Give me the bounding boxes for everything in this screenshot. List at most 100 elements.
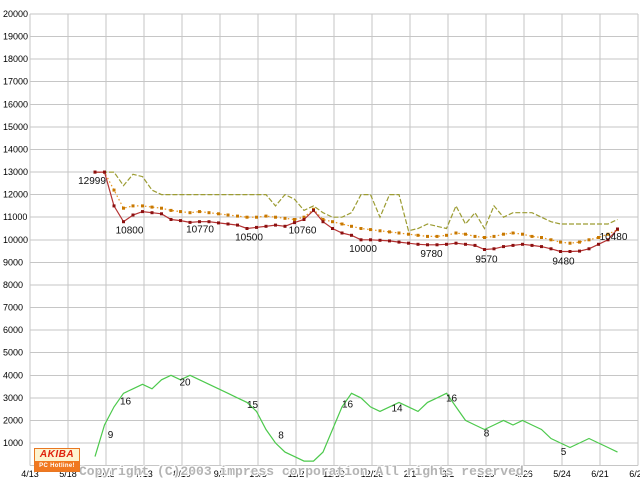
avg_price-marker [274, 215, 277, 219]
point-label: 9780 [420, 249, 443, 260]
min_price-marker [150, 211, 154, 215]
avg_price-marker [483, 236, 486, 239]
min_price-line [95, 171, 618, 253]
point-label: 9 [108, 430, 114, 441]
avg_price-marker [426, 234, 429, 238]
point-label: 8 [484, 429, 490, 440]
avg_price-marker [530, 234, 534, 238]
min_price-marker [122, 220, 125, 224]
min_price-marker [597, 242, 600, 246]
min_price-marker [397, 240, 401, 244]
x-axis-tick-label: 11/2 [288, 469, 305, 479]
shop_count-line [94, 374, 618, 462]
min_price-marker [454, 241, 458, 245]
pc-hotline-logo-text: PC Hotline! [35, 461, 79, 471]
min_price-marker [407, 241, 410, 245]
y-axis-tick-label: 19000 [3, 32, 28, 42]
point-label: 10800 [116, 226, 144, 237]
min_price-marker [255, 225, 258, 229]
point-label: 10760 [289, 226, 317, 237]
avg_price-marker [122, 206, 125, 210]
avg_price-line [95, 171, 618, 244]
avg_price-marker [492, 234, 496, 238]
point-label: 15 [247, 400, 259, 411]
point-label: 5 [561, 447, 567, 458]
point-label: 10500 [235, 233, 263, 244]
copyright-line1: Copyright (C)2003 impress corporation Al… [79, 464, 532, 479]
min_price-marker [378, 238, 382, 242]
min_price-marker [264, 224, 268, 228]
y-axis-tick-label: 18000 [3, 54, 28, 64]
min_price-marker [198, 220, 201, 224]
x-axis-tick-label: 5/18 [59, 469, 77, 479]
avg_price-marker [150, 205, 154, 209]
avg_price-marker [226, 213, 230, 217]
avg_price-marker [131, 204, 135, 208]
point-label: 9480 [552, 257, 575, 268]
avg_price-marker [378, 229, 382, 233]
point-label: 14 [391, 403, 403, 414]
y-axis-tick-label: 17000 [3, 77, 28, 87]
min_price-marker [93, 170, 97, 174]
avg_price-marker [236, 214, 239, 218]
point-label: 8 [278, 431, 284, 442]
min_price-marker [274, 223, 277, 227]
avg_price-marker [473, 234, 477, 238]
min_price-marker [226, 222, 230, 226]
avg_price-marker [283, 216, 287, 220]
min_price-marker [492, 247, 496, 251]
avg_price-marker [245, 215, 249, 219]
min_price-marker [236, 223, 239, 227]
min_price-marker [169, 218, 173, 221]
avg_price-marker [568, 241, 572, 245]
avg_price-marker [217, 212, 220, 216]
avg_price-marker [255, 215, 258, 219]
min_price-marker [331, 227, 334, 230]
x-axis-tick-label: 11/30 [323, 469, 345, 479]
min_price-marker [549, 247, 553, 251]
akiba-logo-text: AKIBA [35, 449, 79, 461]
min_price-marker [502, 245, 505, 249]
avg_price-marker [597, 236, 600, 239]
point-label: 16 [342, 399, 354, 410]
min_price-marker [540, 245, 543, 249]
min_price-marker [511, 243, 515, 247]
min_price-marker [283, 224, 287, 228]
x-axis-tick-label: 3/29 [477, 469, 495, 479]
avg_price-marker [350, 224, 353, 228]
avg_price-marker [502, 232, 505, 236]
min_price-marker [587, 247, 591, 251]
point-label: 12999 [78, 176, 106, 187]
x-axis-tick-label: 6/21 [591, 469, 609, 479]
min_price-marker [321, 220, 325, 224]
x-axis-tick-label: 6/28 [629, 469, 640, 479]
min_price-marker [559, 250, 562, 253]
avg_price-marker [435, 234, 439, 238]
avg_price-marker [511, 231, 515, 235]
min_price-marker [217, 221, 220, 225]
avg_price-marker [331, 220, 334, 224]
point-label: 10480 [600, 232, 628, 243]
avg_price-marker [407, 232, 410, 236]
y-axis-tick-label: 2000 [3, 415, 23, 425]
min_price-marker [293, 221, 296, 225]
avg_price-marker [587, 238, 591, 242]
x-axis-tick-label: 4/13 [21, 469, 39, 479]
y-axis-tick-label: 15000 [3, 122, 28, 132]
min_price-marker [188, 220, 192, 224]
min_price-marker [112, 204, 116, 208]
min_price-marker [435, 243, 439, 247]
point-label: 10000 [349, 244, 377, 255]
avg_price-marker [559, 240, 562, 244]
avg_price-marker [397, 231, 401, 235]
avg_price-marker [207, 211, 211, 215]
min_price-marker [359, 238, 363, 242]
min_price-marker [179, 219, 182, 223]
x-axis-tick-label: 4/26 [515, 469, 533, 479]
avg_price-marker [359, 227, 363, 230]
max_price-line [95, 171, 618, 232]
avg_price-marker [112, 188, 116, 192]
y-axis-tick-label: 16000 [3, 99, 28, 109]
avg_price-marker [264, 214, 268, 218]
avg_price-marker [606, 232, 610, 236]
